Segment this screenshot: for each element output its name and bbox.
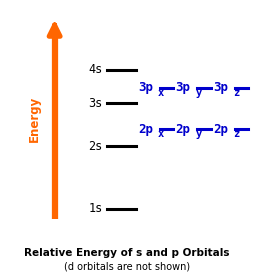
Text: x: x bbox=[158, 129, 164, 139]
Text: 4s: 4s bbox=[88, 63, 103, 76]
Text: Relative Energy of s and p Orbitals: Relative Energy of s and p Orbitals bbox=[24, 248, 230, 258]
Text: y: y bbox=[195, 129, 201, 139]
Text: Energy: Energy bbox=[28, 96, 41, 142]
Text: y: y bbox=[195, 88, 201, 98]
Text: 2p: 2p bbox=[138, 123, 153, 136]
Text: 3p: 3p bbox=[138, 81, 153, 94]
Text: 2p: 2p bbox=[213, 123, 228, 136]
Text: (d orbitals are not shown): (d orbitals are not shown) bbox=[64, 262, 190, 272]
Text: 3s: 3s bbox=[88, 97, 103, 110]
Text: z: z bbox=[233, 129, 239, 139]
Text: 2p: 2p bbox=[176, 123, 190, 136]
Text: 3p: 3p bbox=[213, 81, 228, 94]
Text: 3p: 3p bbox=[176, 81, 190, 94]
Text: x: x bbox=[158, 88, 164, 98]
Text: z: z bbox=[233, 88, 239, 98]
Text: 2s: 2s bbox=[88, 140, 103, 153]
Text: 1s: 1s bbox=[88, 202, 103, 215]
